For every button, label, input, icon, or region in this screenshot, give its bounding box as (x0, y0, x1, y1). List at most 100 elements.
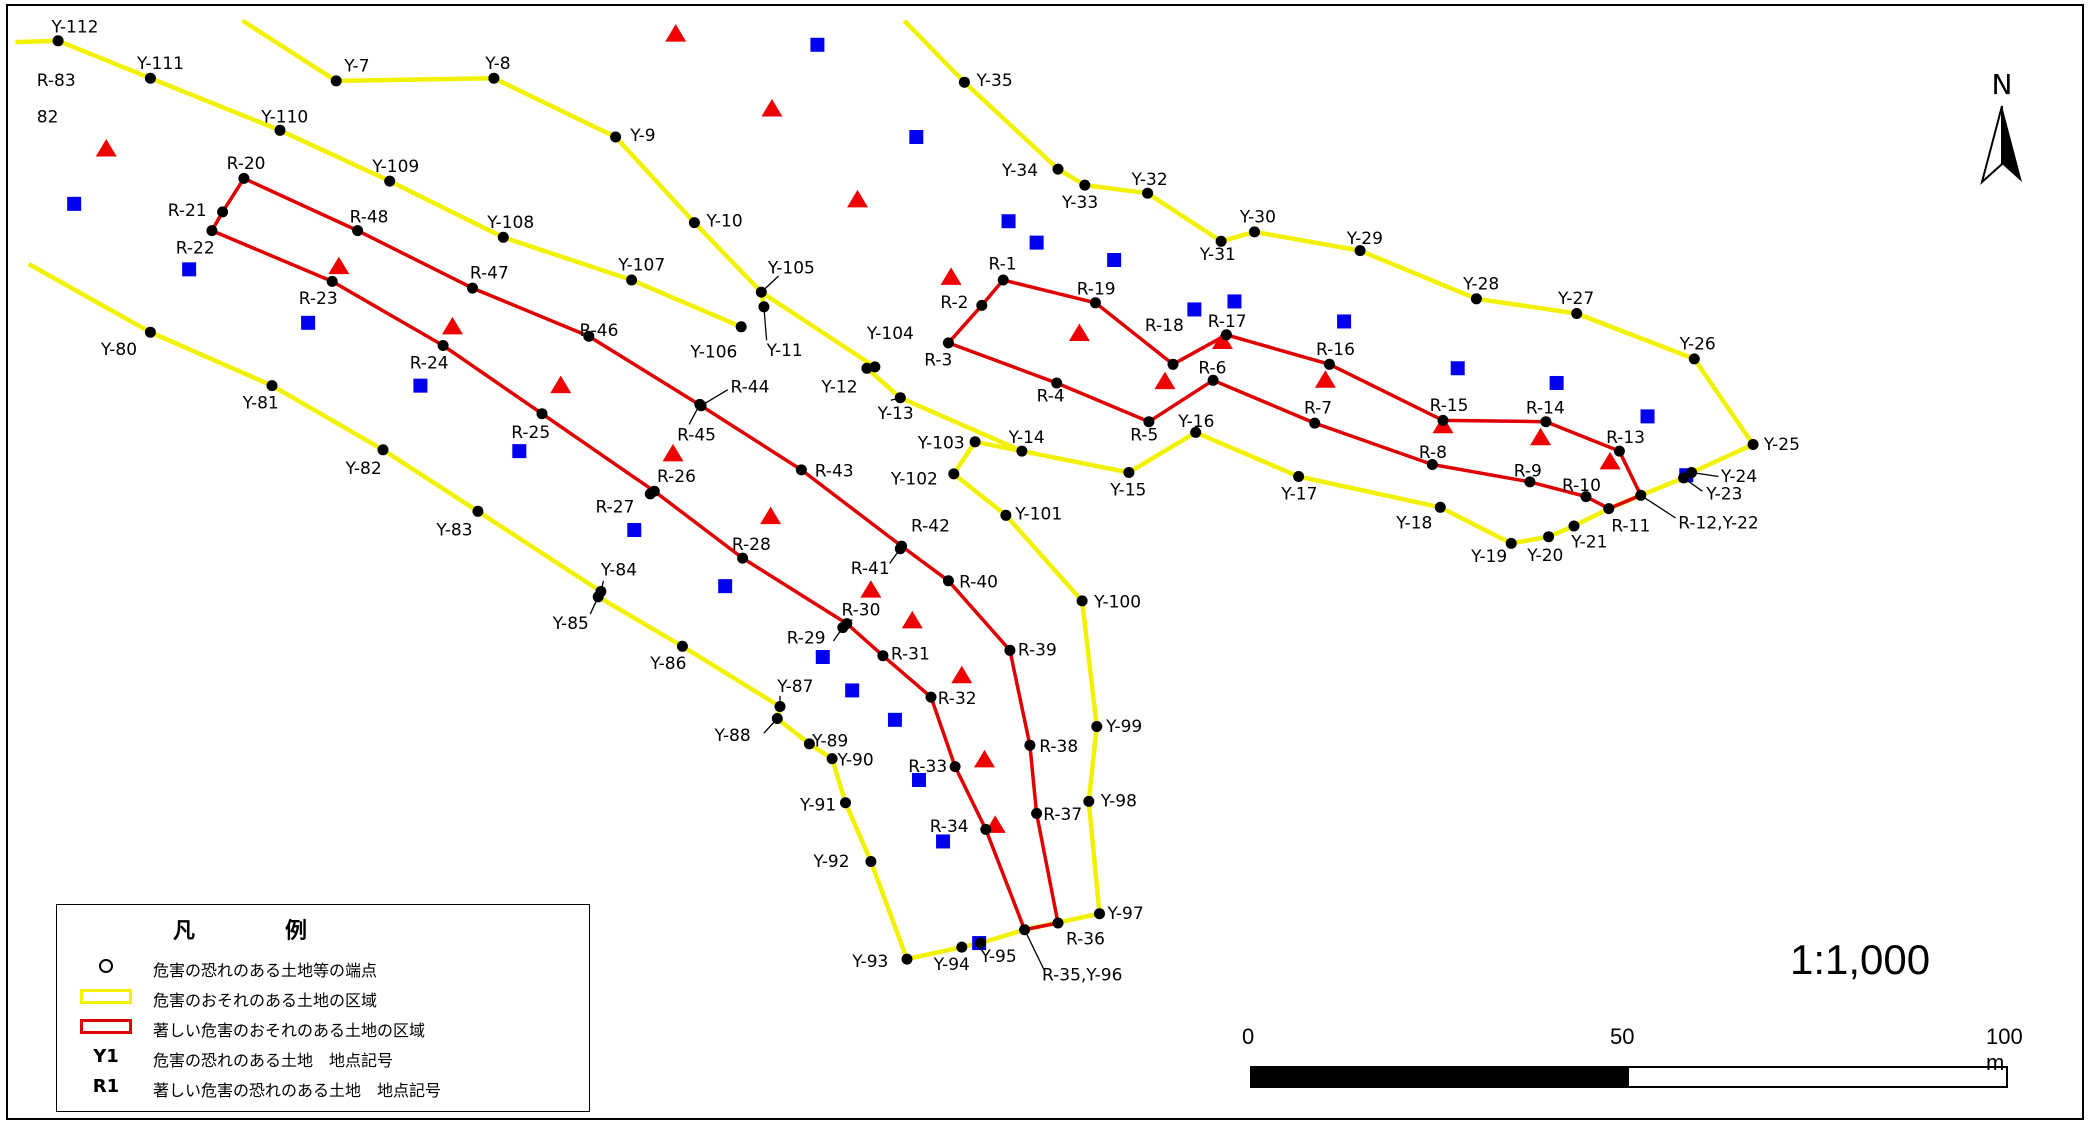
point-label: Y-34 (1001, 161, 1038, 181)
point-label: R-4 (1037, 387, 1065, 407)
endpoint-dot (980, 823, 992, 835)
endpoint-dot (583, 330, 595, 342)
triangle-marker-icon (1530, 427, 1552, 446)
point-label: R-24 (410, 353, 449, 373)
square-marker-icon (413, 378, 428, 393)
point-label: Y-94 (933, 955, 970, 975)
endpoint-dot (1016, 445, 1028, 457)
endpoint-dot (1052, 917, 1064, 929)
endpoint-dot (840, 797, 851, 809)
endpoint-dot (1052, 163, 1064, 175)
endpoint-dot (144, 72, 156, 84)
endpoint-dot (948, 468, 960, 480)
triangle-marker-icon (665, 24, 687, 42)
endpoint-dot (144, 326, 156, 338)
label-leader-line (763, 306, 768, 341)
point-label: R-35,Y-96 (1042, 966, 1122, 986)
endpoint-dot (1678, 472, 1690, 484)
triangle-marker-icon (847, 189, 869, 208)
endpoint-dot (1354, 245, 1366, 257)
point-label: R-8 (1419, 443, 1447, 463)
legend-y-text: 危害の恐れのある土地 地点記号 (153, 1051, 394, 1070)
endpoint-dot (266, 380, 278, 392)
point-label: R-6 (1198, 359, 1226, 379)
point-label: Y-110 (260, 107, 308, 127)
point-label: Y-23 (1705, 484, 1742, 504)
point-label: Y-102 (890, 470, 938, 490)
endpoint-dot (1142, 187, 1154, 199)
square-marker-icon (627, 523, 642, 538)
point-label: R-3 (924, 351, 952, 371)
point-label: Y-107 (617, 256, 665, 276)
point-label: Y-33 (1061, 193, 1098, 213)
point-label: R-83 (37, 71, 76, 91)
point-label: Y-25 (1763, 435, 1800, 455)
square-marker-icon (887, 712, 902, 727)
endpoint-dot (1540, 416, 1552, 428)
endpoint-dot (274, 124, 286, 136)
endpoint-dot (1603, 503, 1615, 515)
endpoint-dot (217, 206, 229, 218)
point-label: R-7 (1304, 399, 1332, 419)
endpoint-dot (956, 941, 968, 953)
endpoint-dot (976, 299, 988, 311)
point-label: R-37 (1043, 805, 1082, 825)
endpoint-dot (238, 172, 250, 184)
point-label: Y-10 (706, 212, 743, 232)
point-label: R-18 (1145, 316, 1184, 336)
point-label: R-32 (938, 689, 977, 709)
endpoint-dot (626, 274, 638, 286)
scale-label-50: 50 (1610, 1024, 1635, 1049)
endpoint-dot (735, 321, 747, 333)
map-svg: Y-7 Y-8 Y-9 Y-10 Y-11 Y-12 Y-13 Y-14 Y-15 Y-16 Y-1… (15, 18, 1800, 986)
triangle-marker-icon (1314, 370, 1336, 388)
square-marker-icon (936, 834, 951, 849)
point-label: Y-108 (486, 213, 534, 233)
square-marker-icon (815, 650, 830, 664)
endpoint-dot (1190, 426, 1202, 438)
point-label: Y-98 (1100, 792, 1137, 812)
square-marker-icon (301, 315, 316, 330)
endpoint-dot (997, 274, 1009, 286)
red-boundary-line (210, 176, 1060, 932)
point-label: Y-8 (484, 54, 510, 74)
endpoint-dot (1031, 807, 1043, 819)
endpoint-dot (437, 340, 449, 351)
point-label: Y-13 (877, 404, 914, 424)
endpoint-dot (869, 361, 881, 373)
endpoint-dot (1505, 537, 1517, 549)
point-label: R-15 (1430, 396, 1469, 416)
triangle-marker-icon (940, 267, 962, 285)
legend-yellow-symbol (79, 987, 133, 1005)
endpoint-dot (901, 953, 913, 965)
endpoint-dot (803, 738, 815, 750)
point-label: Y-109 (371, 157, 419, 177)
endpoint-dot (648, 485, 660, 497)
triangle-marker-icon (1154, 371, 1176, 390)
point-label: R-38 (1039, 737, 1078, 757)
point-label: R-9 (1514, 462, 1542, 482)
point-label: R-26 (657, 467, 696, 487)
endpoint-dot (958, 76, 970, 88)
endpoint-dot (1220, 329, 1232, 341)
square-marker-icon (1640, 409, 1655, 424)
point-label: R-48 (350, 208, 389, 228)
yellow-boundary-line (27, 19, 1756, 962)
point-label: R-33 (908, 757, 947, 777)
point-label: Y-97 (1107, 904, 1144, 924)
point-label: Y-82 (345, 459, 382, 479)
triangle-marker-icon (550, 375, 572, 394)
endpoint-dot (1543, 531, 1555, 543)
triangle-marker-icon (761, 98, 783, 117)
endpoint-dot (1019, 924, 1031, 936)
point-label: Y-35 (976, 71, 1013, 91)
triangle-marker-icon (95, 139, 117, 157)
point-label: R-41 (851, 559, 890, 579)
endpoint-dot (206, 225, 218, 237)
endpoint-dot (949, 761, 961, 773)
square-marker-icon (909, 130, 924, 145)
point-label: Y-15 (1109, 480, 1146, 500)
endpoint-dot (1437, 414, 1449, 426)
endpoint-dot (1309, 417, 1321, 429)
point-label: Y-104 (866, 324, 914, 344)
